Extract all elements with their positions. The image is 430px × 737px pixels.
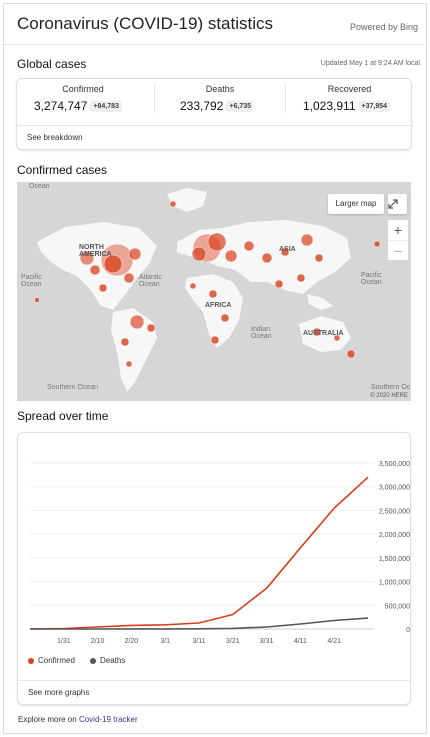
y-tick-label: 2,500,000	[379, 508, 410, 515]
recovered-stat: Recovered 1,023,911 +37,954	[286, 79, 413, 124]
map-label-asia: ASIA	[279, 246, 296, 253]
y-tick-label: 3,500,000	[379, 461, 410, 468]
deaths-stat: Deaths 233,792 +6,735	[155, 79, 285, 124]
stat-divider	[154, 85, 155, 113]
x-tick-label: 4/11	[294, 638, 307, 645]
expand-icon	[388, 199, 398, 209]
deaths-count: 233,792	[180, 99, 224, 113]
legend-label-deaths: Deaths	[100, 656, 126, 665]
x-tick-label: 2/20	[125, 638, 139, 645]
zoom-in-button[interactable]: +	[388, 220, 408, 240]
deaths-label: Deaths	[205, 84, 235, 94]
y-tick-label: 1,500,000	[379, 556, 410, 563]
confirmed-cases-title: Confirmed cases	[17, 163, 108, 177]
powered-by-label: Powered by Bing	[349, 22, 418, 32]
x-tick-label: 3/1	[160, 638, 170, 645]
world-map-graphic	[34, 188, 381, 392]
confirmed-stat: Confirmed 3,274,747 +84,783	[17, 79, 149, 124]
map-label-southern-right: Southern Oc	[371, 384, 411, 391]
larger-map-button[interactable]: Larger map	[328, 194, 384, 214]
global-cases-card: Confirmed 3,274,747 +84,783 Deaths 233,79…	[16, 78, 412, 150]
y-tick-label: 500,000	[385, 603, 410, 610]
see-more-graphs-link[interactable]: See more graphs	[18, 680, 410, 704]
confirmed-value: 3,274,747 +84,783	[34, 99, 122, 113]
map-label-north-america: NORTH AMERICA	[79, 244, 112, 258]
x-tick-label: 3/21	[226, 638, 240, 645]
map-label-africa: AFRICA	[205, 302, 232, 309]
y-tick-label: 3,000,000	[379, 485, 410, 492]
page-title: Coronavirus (COVID-19) statistics	[17, 14, 274, 33]
global-cases-title: Global cases	[17, 57, 87, 71]
x-tick-label: 3/11	[192, 638, 205, 645]
spread-line-chart[interactable]: 0 500,000 1,000,000 1,500,000 2,000,000 2,500…	[18, 433, 412, 678]
recovered-label: Recovered	[327, 84, 372, 94]
recovered-delta-badge: +37,954	[358, 101, 390, 113]
legend-confirmed: Confirmed	[28, 656, 75, 665]
x-tick-label: 3/31	[260, 638, 274, 645]
confirmed-delta-badge: +84,783	[90, 101, 122, 113]
legend-deaths: Deaths	[90, 656, 125, 665]
zoom-out-button[interactable]: −	[388, 240, 408, 260]
map-label-australia: AUSTRALIA	[303, 330, 344, 337]
deaths-value: 233,792 +6,735	[180, 99, 254, 113]
legend-dot-deaths	[90, 657, 96, 664]
y-tick-label: 0	[406, 627, 410, 634]
map-label-pacific-left: Pacific Ocean	[21, 274, 42, 288]
expand-map-button[interactable]	[388, 194, 407, 214]
confirmed-count: 3,274,747	[34, 99, 88, 113]
see-breakdown-link[interactable]: See breakdown	[17, 125, 411, 149]
map-label-indian: Indian Ocean	[251, 326, 272, 340]
covid-stats-panel: Coronavirus (COVID-19) statistics Powere…	[3, 3, 427, 734]
explore-more-line: Explore more on Covid-19 tracker	[18, 715, 138, 724]
series-line-confirmed	[29, 476, 369, 630]
stat-divider	[285, 85, 286, 113]
recovered-value: 1,023,911 +37,954	[303, 99, 390, 113]
deaths-delta-badge: +6,735	[226, 101, 254, 113]
explore-prefix: Explore more on	[18, 715, 77, 724]
legend-dot-confirmed	[28, 657, 34, 664]
x-tick-label: 2/10	[91, 638, 105, 645]
map-copyright: © 2020 HERE	[370, 393, 408, 399]
confirmed-label: Confirmed	[62, 84, 104, 94]
legend-label-confirmed: Confirmed	[38, 656, 75, 665]
x-tick-label: 4/21	[327, 638, 341, 645]
series-line-deaths	[30, 617, 369, 630]
spread-over-time-title: Spread over time	[17, 409, 109, 423]
covid-tracker-link[interactable]: Covid-19 tracker	[78, 715, 138, 724]
y-tick-label: 1,000,000	[379, 580, 410, 587]
map-label-atlantic: Atlantic Ocean	[139, 274, 162, 288]
map-label-pacific-right: Pacific Ocean	[361, 272, 382, 286]
confirmed-cases-map[interactable]: Ocean NORTH AMERICA Pacific Ocean Atlant…	[17, 182, 411, 401]
x-tick-label: 1/31	[57, 638, 71, 645]
map-label-southern-left: Southern Ocean	[47, 384, 98, 391]
map-label-ocean-top: Ocean	[29, 183, 50, 190]
y-tick-label: 2,000,000	[379, 532, 410, 539]
updated-timestamp: Updated May 1 at 9:24 AM local	[320, 60, 420, 67]
panel-header: Coronavirus (COVID-19) statistics Powere…	[4, 4, 426, 45]
recovered-count: 1,023,911	[303, 99, 356, 113]
spread-chart-card: 0 500,000 1,000,000 1,500,000 2,000,000 2,500…	[17, 432, 411, 705]
